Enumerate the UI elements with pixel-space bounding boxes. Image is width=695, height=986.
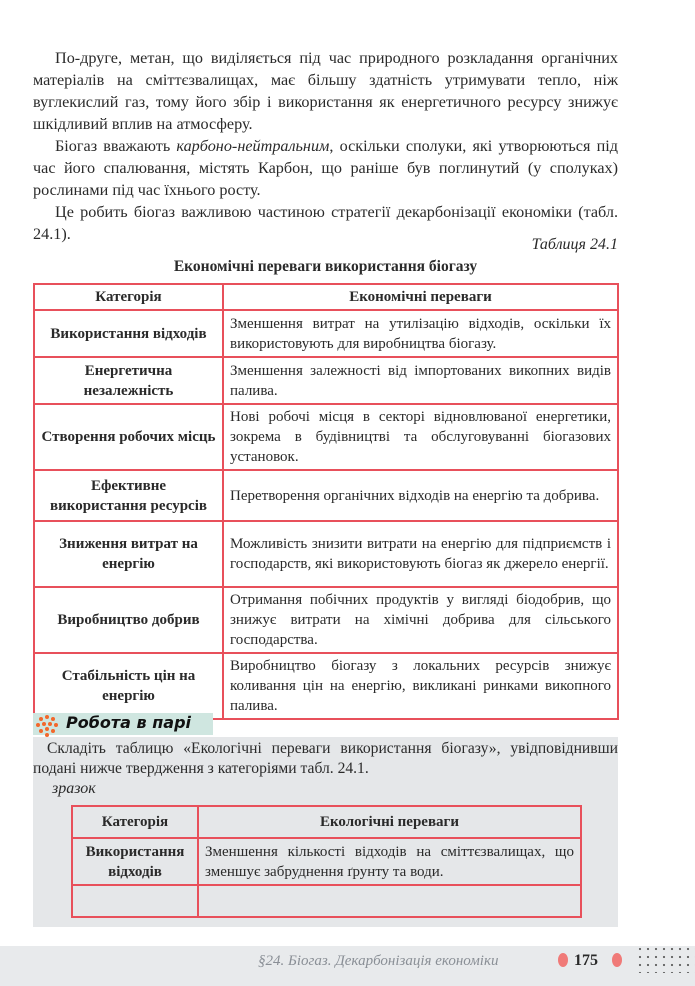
footer-section-title: §24. Біогаз. Декарбонізація економіки <box>258 953 499 969</box>
paragraph-methane: По-друге, метан, що виділяється під час … <box>33 49 618 133</box>
header-category: Категорія <box>71 805 199 839</box>
page-marker-icon <box>558 953 568 967</box>
text: Біогаз вважають <box>55 137 177 155</box>
empty-table-row <box>71 884 582 918</box>
category-cell: Створення робочих місць <box>33 403 224 471</box>
header-benefits: Економічні переваги <box>222 283 619 311</box>
table-header-row: Категорія Економічні переваги <box>33 283 619 311</box>
economic-benefits-table: Категорія Економічні переваги Використан… <box>33 283 619 720</box>
category-cell: Використання відходів <box>33 309 224 358</box>
dots-cluster-icon <box>36 715 58 737</box>
text: , оскільки сполуки, які утворюються під … <box>33 137 618 199</box>
table-row: Енергетична незалежність Зменшення залежн… <box>33 356 619 405</box>
table-row: Використання відходів Зменшення кількості… <box>71 837 582 886</box>
table-row: Використання відходів Зменшення витрат на… <box>33 309 619 358</box>
benefit-cell: Зменшення залежності від імпортованих ви… <box>222 356 619 405</box>
header-category: Категорія <box>33 283 224 311</box>
table-row: Створення робочих місць Нові робочі місця… <box>33 403 619 471</box>
pair-work-banner <box>33 713 213 735</box>
pair-work-title: Робота в парі <box>66 713 192 732</box>
dot-grid-decoration <box>636 945 695 973</box>
category-cell: Використання відходів <box>71 837 199 886</box>
table-row: Зниження витрат на енергію Можливість зни… <box>33 520 619 588</box>
category-cell: Стабільність цін на енергію <box>33 652 224 720</box>
page-footer <box>0 946 695 986</box>
category-cell: Зниження витрат на енергію <box>33 520 224 588</box>
term-italic: карбоно-нейтральним <box>176 137 330 155</box>
category-cell: Ефективне використання ресурсів <box>33 469 224 522</box>
ecological-benefits-table: Категорія Екологічні переваги Використанн… <box>71 805 582 918</box>
category-cell: Виробництво добрив <box>33 586 224 654</box>
page-number: 175 <box>574 952 598 969</box>
benefit-cell: Зменшення кількості відходів на сміттєзв… <box>197 837 582 886</box>
benefit-cell: Перетворення органічних відходів на енер… <box>222 469 619 522</box>
table-row: Стабільність цін на енергію Виробництво б… <box>33 652 619 720</box>
benefit-cell: Можливість знизити витрати на енергію дл… <box>222 520 619 588</box>
paragraph-carbon-neutral: Біогаз вважають карбоно-нейтральним, оск… <box>33 135 618 201</box>
table-row: Ефективне використання ресурсів Перетворе… <box>33 469 619 522</box>
benefit-cell <box>197 884 582 918</box>
page-marker-icon <box>612 953 622 967</box>
table-caption: Таблиця 24.1 <box>531 236 618 253</box>
header-benefits: Екологічні переваги <box>197 805 582 839</box>
benefit-cell: Зменшення витрат на утилізацію відходів,… <box>222 309 619 358</box>
table-header-row: Категорія Екологічні переваги <box>71 805 582 839</box>
benefit-cell: Отримання побічних продуктів у вигляді б… <box>222 586 619 654</box>
benefit-cell: Виробництво біогазу з локальних ресурсів… <box>222 652 619 720</box>
benefit-cell: Нові робочі місця в секторі відновлювано… <box>222 403 619 471</box>
task-text: Складіть таблицю «Екологічні переваги ви… <box>33 740 618 777</box>
table-title: Економічні переваги використання біогазу <box>173 258 478 275</box>
sample-label: зразок <box>52 780 96 797</box>
table-row: Виробництво добрив Отримання побічних про… <box>33 586 619 654</box>
category-cell: Енергетична незалежність <box>33 356 224 405</box>
paragraph-decarbonization: Це робить біогаз важливою частиною страт… <box>33 203 618 243</box>
category-cell <box>71 884 199 918</box>
